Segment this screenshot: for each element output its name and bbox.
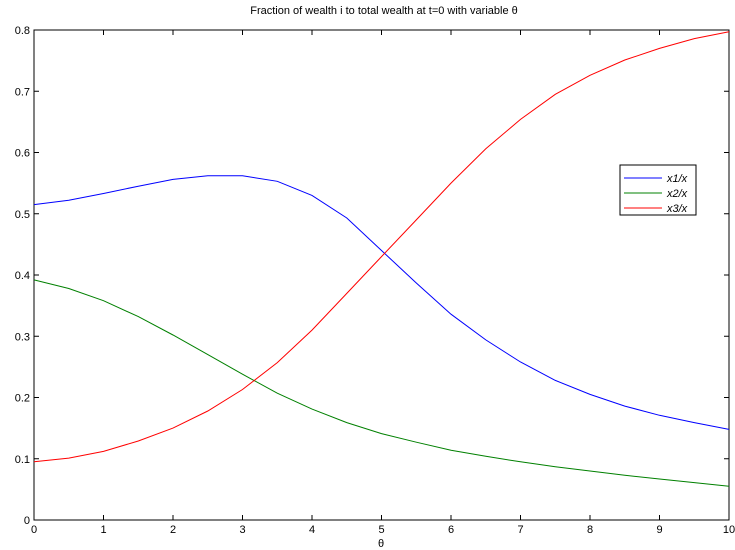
x-tick-label: 3	[239, 524, 245, 536]
y-tick-label: 0.1	[15, 454, 30, 466]
series-line-3	[33, 31, 730, 463]
x-tick-label: 6	[448, 524, 454, 536]
chart-title: Fraction of wealth i to total wealth at …	[250, 5, 518, 17]
legend-entry: x2/x	[666, 188, 688, 200]
x-axis-label: θ	[378, 538, 384, 550]
x-tick-label: 8	[587, 524, 593, 536]
legend-entry: x1/x	[666, 173, 688, 185]
x-tick-label: 4	[309, 524, 315, 536]
y-tick-label: 0.6	[15, 148, 30, 160]
y-tick-label: 0.8	[15, 25, 30, 37]
y-tick-label: 0.2	[15, 393, 30, 405]
axis-ticks: 0 1 2 3 4 5 6 7 8 9 10 0 0.1 0.2 0.3 0.4 0.5 0.6 0.7 0.8	[15, 25, 735, 536]
series-line-2	[33, 279, 730, 487]
legend-entry: x3/x	[666, 203, 688, 215]
x-tick-label: 0	[31, 524, 37, 536]
x-tick-label: 7	[517, 524, 523, 536]
x-tick-label: 2	[170, 524, 176, 536]
y-tick-label: 0	[24, 515, 30, 527]
y-tick-label: 0.7	[15, 86, 30, 98]
x-tick-label: 10	[723, 524, 735, 536]
series-line-1	[33, 175, 730, 430]
series-lines	[33, 31, 730, 487]
x-tick-label: 9	[656, 524, 662, 536]
y-tick-label: 0.3	[15, 331, 30, 343]
legend: x1/x x2/x x3/x	[619, 164, 697, 216]
y-tick-label: 0.5	[15, 209, 30, 221]
x-tick-label: 1	[100, 524, 106, 536]
y-tick-label: 0.4	[15, 270, 30, 282]
plot-frame	[33, 29, 730, 521]
x-tick-label: 5	[378, 524, 384, 536]
legend-box	[619, 164, 697, 216]
